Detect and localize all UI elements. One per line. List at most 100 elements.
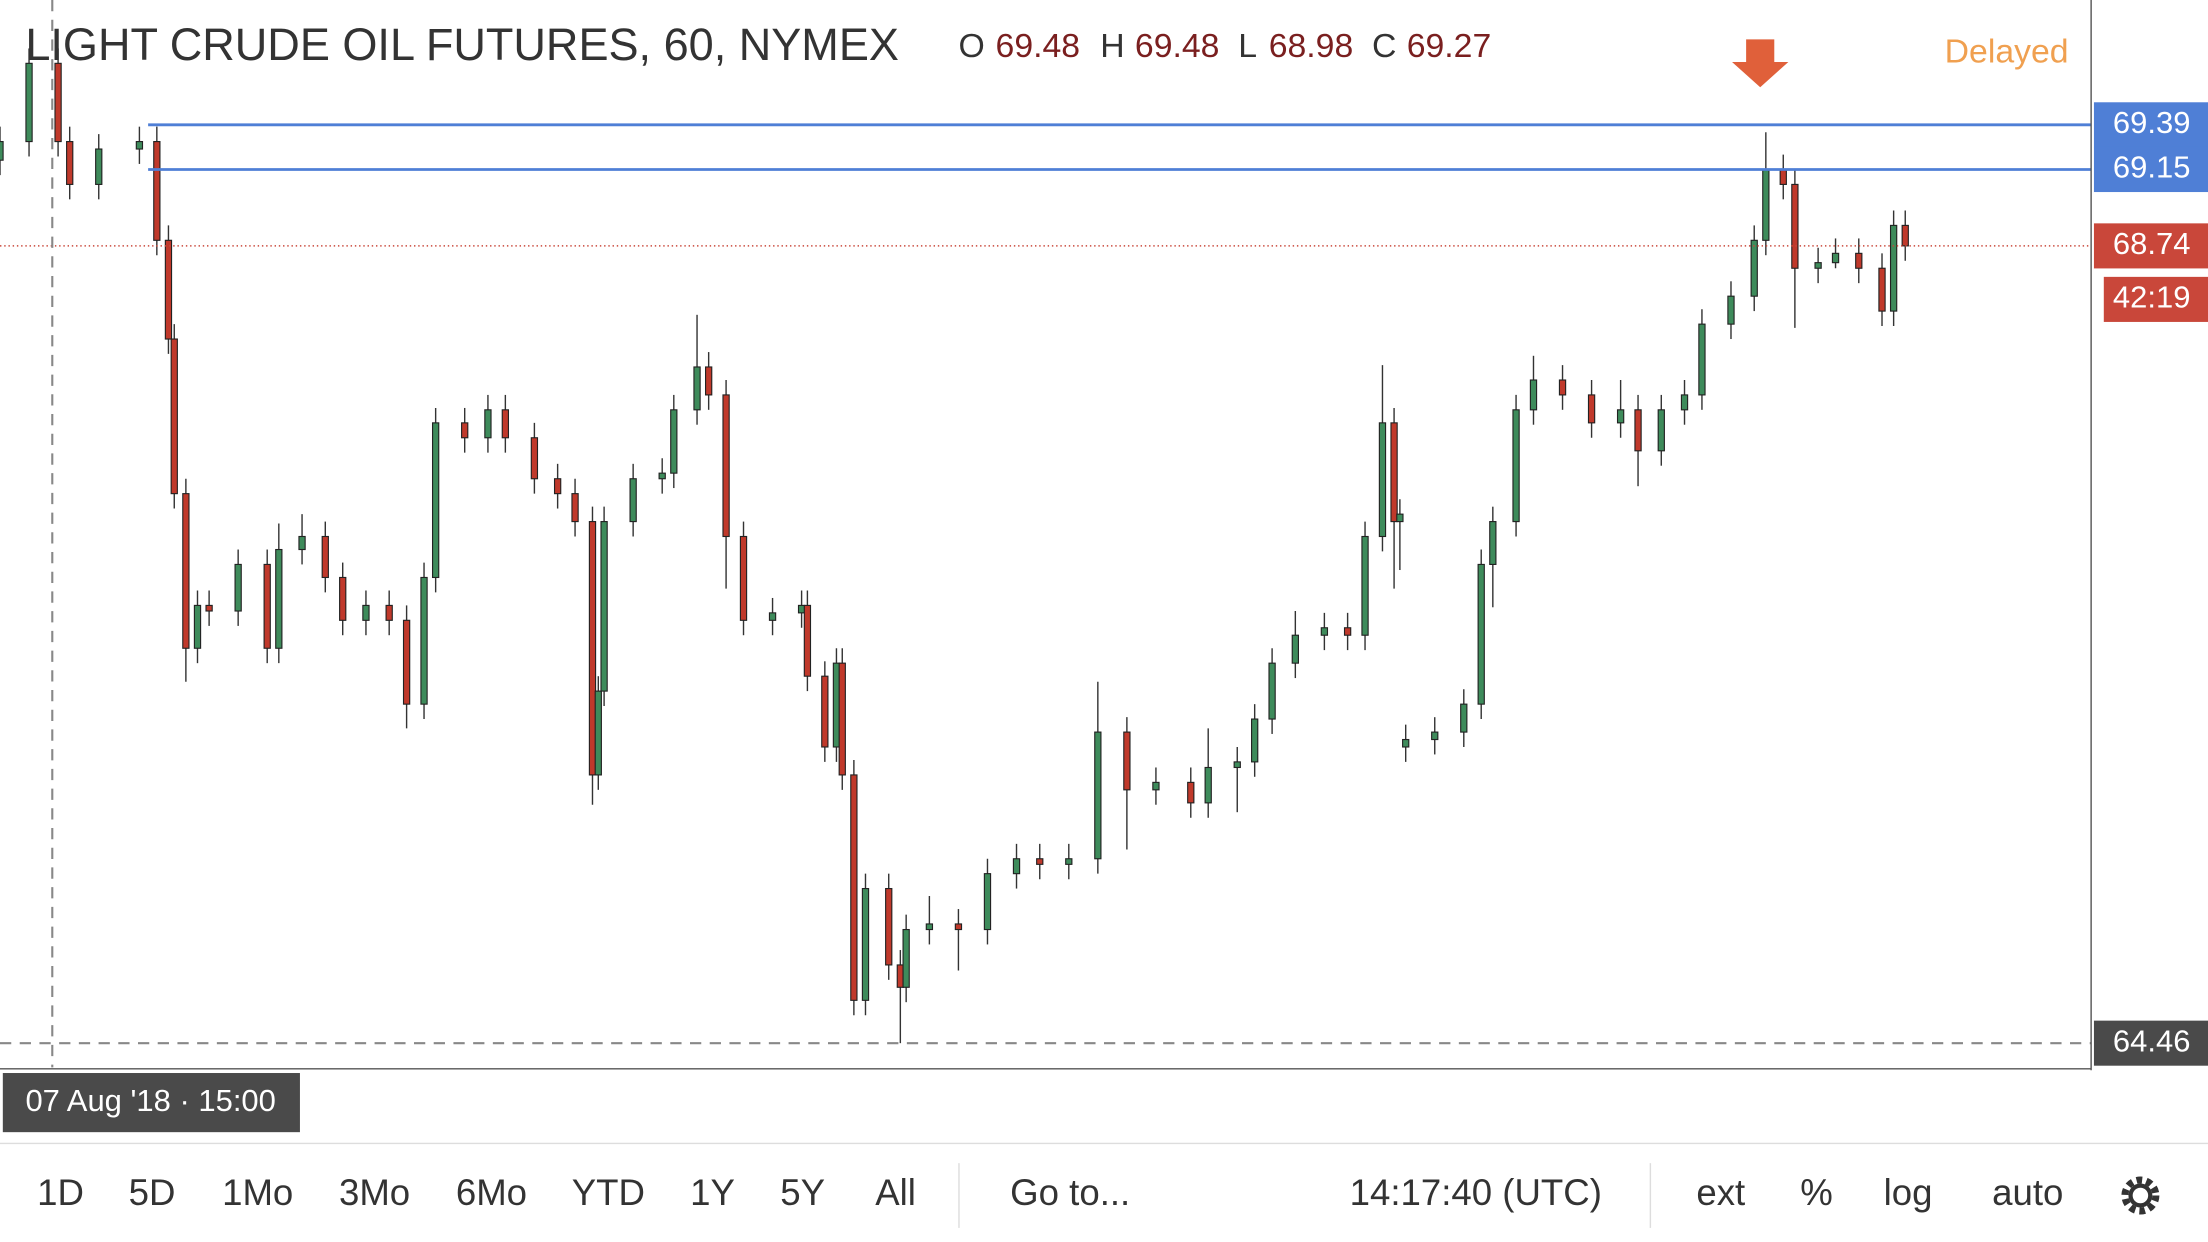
candle-body bbox=[1233, 761, 1241, 769]
candle-body bbox=[1268, 662, 1276, 720]
crosshair-time-box bbox=[2, 1073, 300, 1133]
range-button[interactable]: YTD bbox=[572, 1172, 645, 1213]
candle-body bbox=[461, 422, 469, 439]
candle-body bbox=[739, 535, 748, 621]
candle-body bbox=[1291, 634, 1299, 664]
candle-body bbox=[1855, 252, 1863, 269]
range-button[interactable]: 1D bbox=[37, 1172, 84, 1213]
candle-body bbox=[1762, 168, 1770, 241]
range-button[interactable]: All bbox=[875, 1172, 916, 1213]
ohlc-value: 68.98 bbox=[1269, 27, 1354, 65]
candle-body bbox=[135, 141, 144, 150]
candle-body bbox=[362, 604, 370, 621]
arrow-icon bbox=[1732, 39, 1789, 88]
candle-body bbox=[821, 675, 829, 748]
candle-body bbox=[803, 604, 812, 677]
candle-body bbox=[1152, 781, 1160, 791]
candle-body bbox=[1378, 422, 1387, 538]
option-button[interactable]: auto bbox=[1992, 1172, 2063, 1213]
candle-body bbox=[983, 873, 992, 931]
range-button[interactable]: 6Mo bbox=[456, 1172, 527, 1213]
candle-body bbox=[768, 612, 777, 621]
candle-body bbox=[885, 887, 893, 966]
candle-body bbox=[1396, 513, 1404, 523]
horizontal-line-box bbox=[2093, 102, 2208, 148]
candle-body bbox=[1477, 563, 1485, 705]
range-button[interactable]: 5D bbox=[129, 1172, 176, 1213]
ohlc-key: C bbox=[1372, 27, 1396, 65]
candle-body bbox=[704, 366, 713, 396]
candle-body bbox=[1558, 379, 1567, 396]
candle-body bbox=[530, 437, 539, 480]
candle-body bbox=[1634, 409, 1642, 452]
candle-body bbox=[1616, 409, 1625, 424]
candle-body bbox=[1831, 252, 1840, 264]
candle-body bbox=[600, 521, 608, 692]
crosshair-price-box bbox=[2093, 1020, 2208, 1066]
option-button[interactable]: ext bbox=[1696, 1172, 1745, 1213]
candle-body bbox=[1698, 323, 1706, 396]
horizontal-line-label: 69.39 bbox=[2113, 105, 2191, 140]
candle-body bbox=[431, 422, 440, 579]
candle-body bbox=[1361, 535, 1369, 636]
candle-body bbox=[1814, 262, 1822, 269]
candle-body bbox=[170, 338, 178, 495]
last-price-label: 68.74 bbox=[2113, 226, 2191, 261]
candle-body bbox=[164, 239, 173, 340]
ohlc-value: 69.48 bbox=[1135, 27, 1220, 65]
range-button[interactable]: 5Y bbox=[780, 1172, 825, 1213]
range-button[interactable]: 1Mo bbox=[222, 1172, 293, 1213]
crosshair-price-label: 64.46 bbox=[2113, 1023, 2191, 1058]
option-button[interactable]: % bbox=[1800, 1172, 1833, 1213]
candle-body bbox=[385, 604, 393, 621]
range-button[interactable]: 1Y bbox=[690, 1172, 735, 1213]
settings-icon[interactable] bbox=[2121, 1176, 2160, 1215]
ohlc-value: 69.48 bbox=[996, 27, 1081, 65]
candle-body bbox=[402, 619, 411, 705]
range-button[interactable]: 3Mo bbox=[339, 1172, 410, 1213]
candle-body bbox=[1402, 738, 1410, 748]
candle-body bbox=[588, 521, 597, 776]
candle-body bbox=[1750, 239, 1758, 297]
candle-body bbox=[1320, 627, 1329, 636]
candle-body bbox=[1065, 858, 1073, 865]
candle-body bbox=[1657, 409, 1665, 452]
option-button[interactable]: log bbox=[1884, 1172, 1933, 1213]
candle-body bbox=[501, 409, 510, 439]
candle-body bbox=[298, 535, 306, 551]
candle-body bbox=[205, 604, 213, 612]
candle-body bbox=[339, 576, 347, 621]
candle-body bbox=[1901, 224, 1909, 247]
candle-body bbox=[1512, 409, 1520, 523]
candle-body bbox=[1489, 521, 1497, 565]
candle-body bbox=[153, 141, 161, 241]
chart-title: LIGHT CRUDE OIL FUTURES, 60, NYMEX bbox=[25, 19, 899, 70]
goto-button[interactable]: Go to... bbox=[1010, 1172, 1130, 1213]
candle-body bbox=[850, 774, 858, 1001]
candle-body bbox=[484, 409, 492, 439]
candle-body bbox=[1204, 766, 1212, 804]
candle-body bbox=[1878, 267, 1886, 312]
candle-body bbox=[1431, 731, 1439, 741]
candle-body bbox=[902, 928, 910, 988]
countdown: 42:19 bbox=[2113, 280, 2191, 315]
candle-body bbox=[1012, 858, 1021, 875]
candle-body bbox=[95, 148, 103, 185]
candle-body bbox=[234, 563, 242, 612]
candle-body bbox=[670, 409, 678, 474]
ohlc-key: H bbox=[1100, 27, 1124, 65]
last-price-box bbox=[2093, 223, 2208, 269]
ohlc-key: L bbox=[1238, 27, 1257, 65]
candle-body bbox=[693, 366, 701, 411]
candle-body bbox=[861, 887, 870, 1001]
horizontal-line-label: 69.15 bbox=[2113, 150, 2191, 185]
candle-body bbox=[1343, 627, 1352, 636]
candle-body bbox=[1779, 168, 1787, 185]
candle-body bbox=[629, 478, 637, 523]
candle-body bbox=[1889, 224, 1898, 312]
candle-body bbox=[1460, 703, 1468, 733]
candle-body bbox=[193, 604, 202, 649]
gear-ring bbox=[2128, 1183, 2153, 1208]
clock: 14:17:40 (UTC) bbox=[1350, 1172, 1602, 1213]
